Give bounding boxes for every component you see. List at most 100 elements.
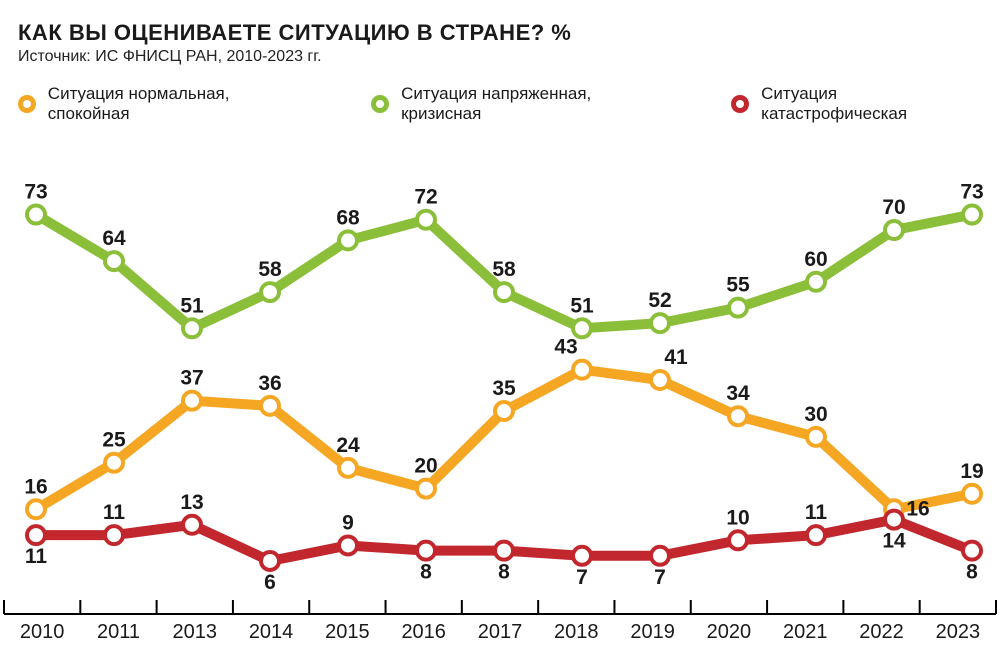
data-point: [339, 459, 357, 477]
data-label: 16: [906, 497, 929, 520]
data-label: 10: [726, 506, 749, 529]
data-label: 41: [664, 346, 688, 369]
data-label: 34: [726, 382, 750, 405]
data-point: [963, 485, 981, 503]
data-label: 8: [420, 561, 432, 584]
chart-area: 2010201120132014201520162017201820192020…: [0, 140, 1000, 660]
data-point: [651, 371, 669, 389]
legend-marker: [371, 95, 389, 113]
data-label: 51: [180, 294, 204, 317]
data-point: [729, 407, 747, 425]
x-axis-label: 2016: [401, 621, 446, 643]
x-axis-label: 2023: [936, 621, 981, 643]
x-axis-label: 2019: [630, 621, 675, 643]
legend-item: Ситуация нормальная, спокойная: [18, 84, 309, 124]
data-label: 7: [576, 566, 588, 589]
data-label: 51: [570, 294, 594, 317]
data-label: 30: [804, 403, 827, 426]
data-label: 64: [102, 227, 126, 250]
data-point: [807, 428, 825, 446]
legend-marker: [18, 95, 36, 113]
data-label: 13: [180, 491, 203, 514]
data-label: 19: [960, 460, 983, 483]
data-point: [885, 221, 903, 239]
data-point: [573, 319, 591, 337]
data-point: [651, 314, 669, 332]
data-label: 25: [102, 429, 126, 452]
data-label: 35: [492, 377, 516, 400]
data-point: [105, 252, 123, 270]
legend-marker: [731, 95, 749, 113]
data-label: 11: [805, 501, 828, 524]
x-axis-label: 2020: [707, 621, 752, 643]
legend-label: Ситуация нормальная, спокойная: [48, 84, 309, 124]
data-label: 24: [336, 434, 360, 457]
data-label: 70: [882, 196, 905, 219]
data-point: [183, 516, 201, 534]
data-point: [729, 299, 747, 317]
data-label: 16: [24, 475, 47, 498]
data-label: 73: [960, 181, 983, 204]
data-point: [729, 531, 747, 549]
data-point: [27, 206, 45, 224]
data-label: 72: [414, 186, 437, 209]
data-point: [339, 536, 357, 554]
data-point: [183, 319, 201, 337]
data-label: 14: [882, 530, 906, 553]
chart-subtitle: Источник: ИС ФНИСЦ РАН, 2010-2023 гг.: [18, 48, 982, 66]
data-point: [495, 542, 513, 560]
data-label: 73: [24, 181, 47, 204]
data-point: [495, 283, 513, 301]
data-label: 11: [25, 545, 48, 568]
data-point: [27, 526, 45, 544]
data-label: 7: [654, 566, 666, 589]
data-label: 55: [726, 274, 750, 297]
data-point: [339, 231, 357, 249]
data-label: 60: [804, 248, 827, 271]
data-label: 58: [492, 258, 516, 281]
legend-item: Ситуация катастрофическая: [731, 84, 982, 124]
data-point: [261, 552, 279, 570]
line-chart: 2010201120132014201520162017201820192020…: [0, 140, 1000, 660]
data-point: [573, 547, 591, 565]
data-point: [261, 283, 279, 301]
data-point: [417, 542, 435, 560]
data-point: [105, 526, 123, 544]
data-label: 52: [648, 289, 671, 312]
data-point: [651, 547, 669, 565]
x-axis-label: 2013: [173, 621, 218, 643]
data-label: 37: [180, 367, 203, 390]
x-axis-label: 2018: [554, 621, 599, 643]
data-point: [27, 500, 45, 518]
x-axis-label: 2014: [249, 621, 294, 643]
data-point: [417, 211, 435, 229]
x-axis-label: 2015: [325, 621, 370, 643]
data-label: 36: [258, 372, 281, 395]
legend: Ситуация нормальная, спокойная Ситуация н…: [18, 84, 982, 124]
data-label: 43: [554, 336, 577, 359]
data-point: [963, 206, 981, 224]
data-point: [417, 480, 435, 498]
data-point: [807, 273, 825, 291]
data-point: [261, 397, 279, 415]
data-label: 9: [342, 511, 354, 534]
x-axis-label: 2021: [783, 621, 828, 643]
data-label: 8: [966, 561, 978, 584]
data-point: [807, 526, 825, 544]
data-point: [885, 511, 903, 529]
data-label: 11: [103, 501, 126, 524]
data-point: [573, 361, 591, 379]
legend-label: Ситуация напряженная, кризисная: [401, 84, 669, 124]
x-axis-label: 2011: [97, 621, 140, 643]
data-label: 58: [258, 258, 282, 281]
data-point: [105, 454, 123, 472]
data-point: [495, 402, 513, 420]
legend-label: Ситуация катастрофическая: [761, 84, 982, 124]
legend-item: Ситуация напряженная, кризисная: [371, 84, 669, 124]
chart-title: КАК ВЫ ОЦЕНИВАЕТЕ СИТУАЦИЮ В СТРАНЕ? %: [18, 20, 982, 46]
x-axis-label: 2010: [20, 621, 65, 643]
data-label: 20: [414, 455, 437, 478]
x-axis-label: 2017: [478, 621, 523, 643]
data-label: 6: [264, 571, 276, 594]
data-label: 68: [336, 206, 360, 229]
